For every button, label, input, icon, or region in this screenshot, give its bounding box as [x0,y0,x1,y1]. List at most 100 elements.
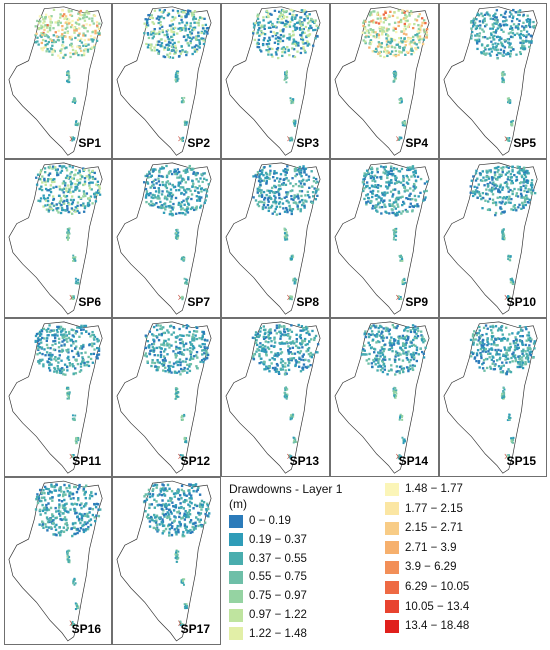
drawdown-cells [361,9,429,141]
map-panel-sp5: SP5 [439,3,547,159]
region-boundary [8,480,103,642]
panel-label: SP12 [180,454,210,468]
panel-label: SP10 [506,295,536,309]
map-panel-sp17: SP17 [112,477,221,645]
map-svg [116,6,212,156]
region-boundary [443,6,538,156]
marker [178,294,181,300]
map-panel-sp15: SP15 [439,318,547,477]
legend-item: 0 − 0.19 [229,514,291,528]
marker [178,453,181,459]
marker [287,136,290,142]
legend-swatch [229,608,243,622]
marker [178,136,181,142]
panel-label: SP8 [296,295,319,309]
map-panel-sp16: SP16 [4,477,112,645]
legend-label: 0.19 − 0.37 [249,533,307,546]
legend-label: 0.97 − 1.22 [249,609,307,621]
legend-label: 1.22 − 1.48 [249,627,307,640]
map-svg [334,321,430,474]
legend-swatch [229,570,243,584]
drawdown-cells [143,324,210,460]
map-panel-sp9: SP9 [330,159,439,318]
legend-label: 2.15 − 2.71 [405,522,463,535]
marker [504,136,508,142]
legend-item: 3.9 − 6.29 [385,560,456,574]
legend-item: 2.71 − 3.9 [385,541,456,555]
marker [69,136,73,142]
legend-swatch [385,580,399,594]
legend-swatch [385,600,399,614]
map-panel-sp1: SP1 [4,3,112,159]
map-svg [443,321,538,474]
panel-label: SP13 [289,454,319,468]
map-svg [334,162,430,315]
legend-swatch [229,627,243,641]
drawdown-cells [361,165,429,301]
legend-item: 1.22 − 1.48 [229,627,307,641]
panel-label: SP11 [72,454,101,468]
panel-label: SP2 [187,136,210,150]
legend-swatch [385,502,399,516]
region-boundary [116,480,212,642]
map-svg [8,321,103,474]
legend-label: 0.37 − 0.55 [249,552,307,565]
drawdown-cells [252,8,320,142]
legend-swatch [229,514,243,528]
legend-label: 0 − 0.19 [249,515,291,527]
legend-label: 2.71 − 3.9 [405,541,457,554]
legend-swatch [385,521,399,535]
map-svg [225,162,321,315]
region-boundary [225,6,321,156]
legend-swatch [229,533,243,547]
panel-label: SP17 [180,622,210,636]
panel-label: SP6 [78,295,101,309]
map-panel-sp12: SP12 [112,318,221,477]
map-svg [334,6,430,156]
legend-unit: (m) [229,497,247,511]
map-panel-sp13: SP13 [221,318,330,477]
legend-swatch [385,541,399,555]
legend-swatch [385,619,399,633]
map-svg [225,321,321,474]
region-boundary [443,162,538,315]
marker [69,294,73,300]
legend-item: 10.05 − 13.4 [385,600,469,614]
legend-label: 0.55 − 0.75 [249,571,307,584]
map-panel-sp2: SP2 [112,3,221,159]
legend: Drawdowns - Layer 1 (m) 0 − 0.19 0.19 − 0… [229,482,547,646]
legend-swatch [385,482,399,496]
marker [396,453,399,459]
map-panel-sp8: SP8 [221,159,330,318]
marker [69,453,73,459]
region-boundary [334,162,430,315]
legend-item: 1.48 − 1.77 [385,482,463,496]
legend-item: 0.37 − 0.55 [229,552,307,566]
map-panel-sp4: SP4 [330,3,439,159]
region-boundary [225,162,321,315]
legend-label: 3.9 − 6.29 [405,561,457,574]
drawdown-cells [35,164,102,301]
legend-item: 0.97 − 1.22 [229,608,307,622]
panel-label: SP5 [513,136,536,150]
drawdown-cells [469,165,537,301]
legend-label: 6.29 − 10.05 [405,581,470,593]
marker [504,453,508,459]
legend-item: 0.55 − 0.75 [229,570,307,584]
legend-item: 0.19 − 0.37 [229,533,307,547]
region-boundary [443,321,538,474]
map-panel-sp3: SP3 [221,3,330,159]
marker [287,294,290,300]
panel-label: SP14 [398,454,428,468]
drawdown-cells [469,8,536,142]
legend-item: 13.4 − 18.48 [385,619,469,633]
legend-item: 6.29 − 10.05 [385,580,469,594]
drawdown-cells [34,8,101,142]
map-panel-sp11: SP11 [4,318,112,477]
map-svg [8,480,103,642]
region-boundary [334,321,430,474]
region-boundary [8,162,103,315]
legend-label: 1.77 − 2.15 [405,502,463,515]
drawdown-cells [34,324,101,460]
drawdown-cells [360,323,427,460]
